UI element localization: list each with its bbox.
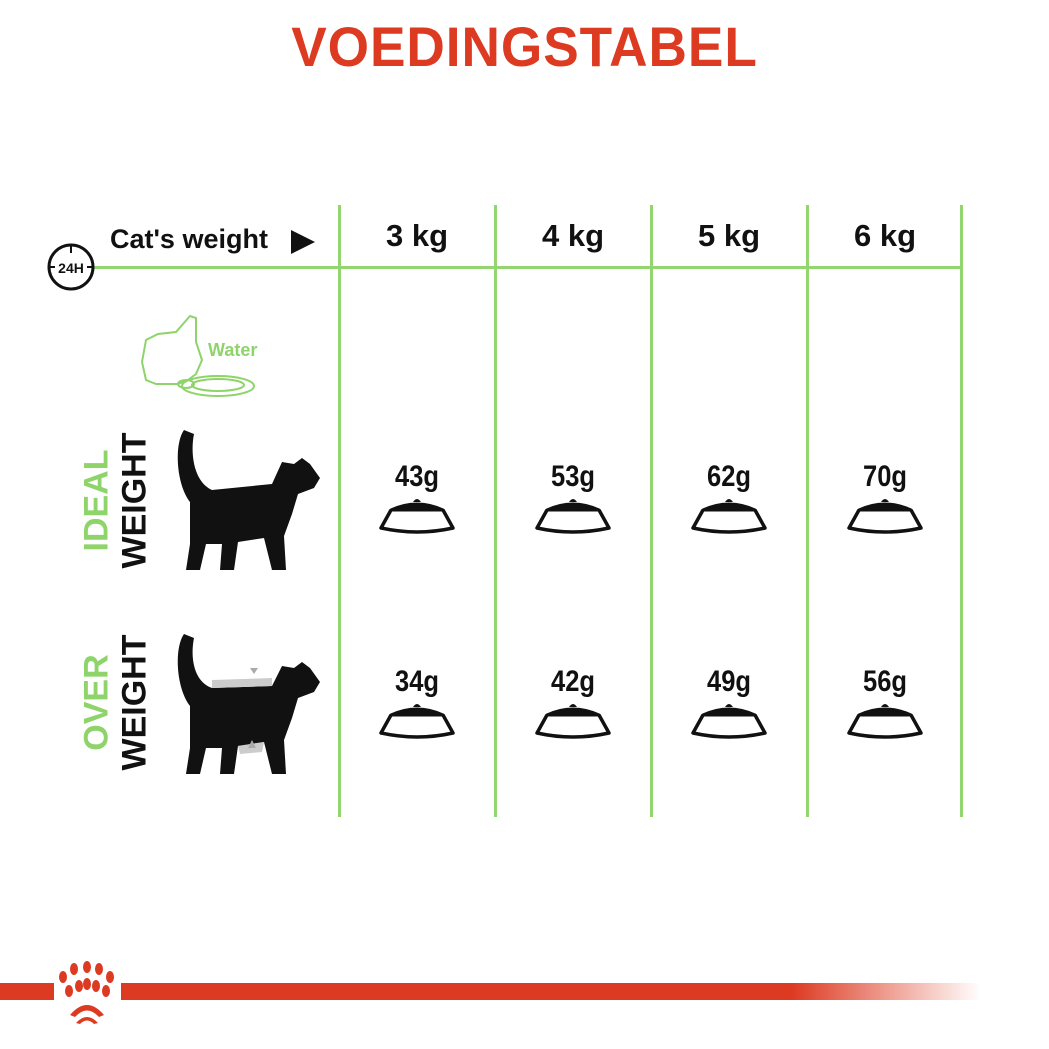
cat-icon — [177, 430, 320, 570]
royal-canin-crown-logo — [59, 961, 114, 1024]
column-divider — [338, 205, 341, 817]
daily-amount: 70g — [863, 460, 907, 493]
daily-amount: 56g — [863, 665, 907, 698]
daily-amount: 62g — [707, 460, 751, 493]
arrow-right-icon — [291, 230, 315, 254]
feeding-cell: 53g — [495, 460, 651, 541]
feeding-cell: 43g — [339, 460, 495, 541]
footer-brand-bar — [0, 961, 981, 1024]
feeding-cell: 62g — [651, 460, 807, 541]
cat-icon-overweight — [177, 634, 320, 774]
column-divider — [806, 205, 809, 817]
row-label-over: OVER — [77, 654, 116, 751]
page-title: VOEDINGSTABEL — [291, 15, 758, 78]
column-divider — [960, 205, 963, 817]
water-bowl-icon — [140, 314, 255, 397]
daily-amount: 49g — [707, 665, 751, 698]
food-bowl-icon — [651, 494, 807, 541]
column-header-4kg: 4 kg — [541, 218, 605, 253]
daily-amount: 53g — [551, 460, 595, 493]
food-bowl-icon — [495, 494, 651, 541]
food-bowl-icon — [339, 699, 495, 746]
clock-24h-icon: 24H — [47, 243, 95, 291]
water-label: Water — [208, 340, 258, 360]
feeding-cell: 70g — [807, 460, 963, 541]
row-label-weight: WEIGHT — [115, 432, 154, 569]
food-bowl-icon — [807, 699, 963, 746]
feeding-cell: 34g — [339, 665, 495, 746]
daily-amount: 43g — [395, 460, 439, 493]
food-bowl-icon — [651, 699, 807, 746]
daily-amount: 34g — [395, 665, 439, 698]
row-label-ideal: IDEAL — [77, 449, 116, 552]
column-divider — [494, 205, 497, 817]
red-stripe — [121, 983, 981, 1000]
feeding-cell: 49g — [651, 665, 807, 746]
column-header-3kg: 3 kg — [385, 218, 449, 253]
food-bowl-icon — [495, 699, 651, 746]
column-header-6kg: 6 kg — [853, 218, 917, 253]
food-bowl-icon — [807, 494, 963, 541]
food-bowl-icon — [339, 494, 495, 541]
clock-label: 24H — [58, 260, 84, 276]
cat-weight-label: Cat's weight — [110, 224, 268, 254]
daily-amount: 42g — [551, 665, 595, 698]
column-divider — [650, 205, 653, 817]
header-divider — [80, 266, 962, 269]
feeding-cell: 56g — [807, 665, 963, 746]
feeding-cell: 42g — [495, 665, 651, 746]
row-label-weight: WEIGHT — [115, 634, 154, 771]
column-header-5kg: 5 kg — [697, 218, 761, 253]
